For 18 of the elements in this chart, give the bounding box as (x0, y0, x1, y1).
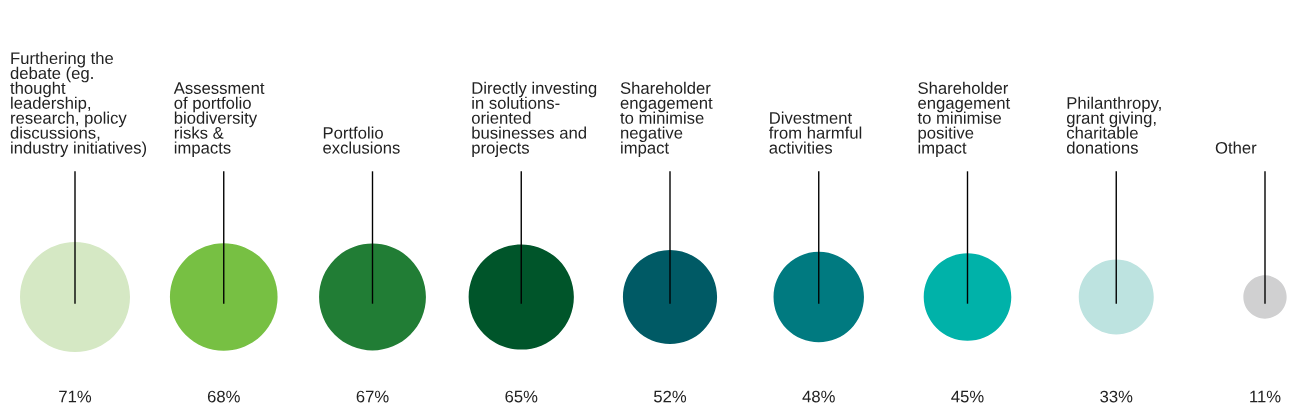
data-label: 68% (207, 390, 240, 403)
data-label: 71% (59, 390, 92, 403)
category-label: Shareholder engagement to minimise negative impact (620, 81, 713, 157)
category-label: Portfolio exclusions (323, 126, 400, 154)
category-label: Shareholder engagement to minimise positive impact (917, 81, 1011, 157)
data-label: 33% (1100, 390, 1133, 403)
data-label: 52% (653, 390, 687, 403)
data-label: 48% (802, 390, 835, 403)
category-label: Furthering the debate (eg. thought leadership, research, policy discussions, industry initiatives) (10, 51, 147, 157)
data-label: 65% (505, 390, 538, 403)
category-label: Directly investing in solutions- oriented businesses and projects (471, 81, 597, 157)
data-label: 11% (1250, 390, 1281, 403)
category-label: Other (1215, 141, 1257, 154)
category-label: Philanthropy, grant giving, charitable donations (1066, 96, 1161, 154)
category-label: Assessment of portfolio biodiversity risks & impacts (173, 82, 265, 157)
data-label: 67% (356, 390, 389, 403)
category-label: Divestment from harmful activities (768, 111, 862, 154)
data-label: 45% (951, 390, 984, 403)
